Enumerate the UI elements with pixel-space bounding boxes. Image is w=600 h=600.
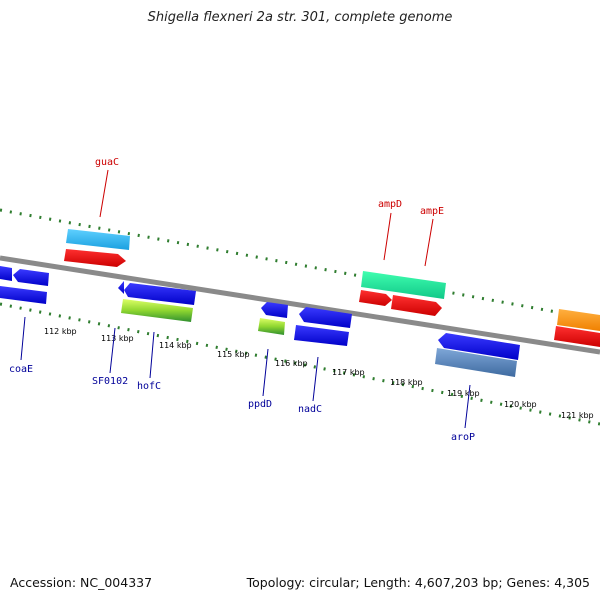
gene-arrow-coaE-b[interactable]: [0, 286, 47, 304]
accession-text: Accession: NC_004337: [10, 575, 153, 590]
gene-label-aroP[interactable]: aroP: [451, 432, 475, 443]
reverse-tick-track: [0, 302, 600, 426]
gene-arrow-left-upper[interactable]: [0, 266, 12, 281]
genome-summary-text: Topology: circular; Length: 4,607,203 bp…: [246, 575, 590, 590]
gene-arrow-guaC-red[interactable]: [64, 249, 126, 267]
label-pointer-aroP: [464, 384, 471, 429]
gene-label-coaE[interactable]: coaE: [9, 364, 33, 375]
label-pointer-guaC: [99, 169, 109, 218]
tick-label-112: 112 kbp: [44, 327, 77, 336]
label-pointer-nadC: [312, 356, 319, 402]
gene-arrow-ampD-mint[interactable]: [361, 271, 446, 299]
gene-arrow-ppdD-lime[interactable]: [258, 318, 285, 335]
tick-label-119: 119 kbp: [447, 389, 480, 398]
gene-arrow-right-red[interactable]: [554, 326, 600, 347]
gene-label-hofC[interactable]: hofC: [137, 381, 161, 392]
tick-label-113: 113 kbp: [101, 334, 134, 343]
label-pointer-coaE: [20, 316, 26, 361]
gene-arrow-nadC-b[interactable]: [294, 325, 349, 346]
gene-arrow-guaC-sky[interactable]: [66, 229, 130, 250]
gene-arrow-nadC-a[interactable]: [299, 307, 352, 328]
genome-backbone: [0, 255, 600, 355]
tick-label-115: 115 kbp: [217, 350, 250, 359]
label-pointer-ampE: [424, 218, 434, 267]
gene-arrow-hofC-lime[interactable]: [121, 299, 193, 322]
gene-arrow-ampD-red[interactable]: [359, 290, 392, 306]
tick-label-121: 121 kbp: [561, 411, 594, 420]
gene-arrow-ppdD-blue[interactable]: [261, 302, 288, 318]
gene-arrow-ampE-red[interactable]: [391, 295, 442, 316]
gene-label-ppdD[interactable]: ppdD: [248, 399, 272, 410]
gene-arrow-aroP-steel[interactable]: [435, 348, 517, 377]
gene-arrow-aroP-blue[interactable]: [438, 333, 520, 360]
gene-label-ampE[interactable]: ampE: [420, 206, 444, 217]
gene-label-SF0102[interactable]: SF0102: [92, 376, 128, 387]
label-pointer-ppdD: [262, 348, 269, 397]
tick-label-114: 114 kbp: [159, 341, 192, 350]
gene-arrow-SF0102[interactable]: [118, 281, 124, 294]
genome-title: Shigella flexneri 2a str. 301, complete …: [147, 10, 453, 25]
label-pointer-hofC: [149, 331, 155, 379]
tick-label-117: 117 kbp: [332, 368, 365, 377]
gene-label-ampD[interactable]: ampD: [378, 199, 402, 210]
gene-arrow-coaE-a[interactable]: [13, 269, 49, 286]
tick-label-118: 118 kbp: [390, 378, 423, 387]
label-pointer-ampD: [383, 212, 392, 261]
gene-arrow-hofC-blue[interactable]: [124, 283, 196, 305]
label-pointer-SF0102: [109, 327, 116, 374]
forward-tick-track: [0, 208, 600, 322]
gene-arrow-right-orange[interactable]: [557, 309, 600, 331]
tick-label-116: 116 kbp: [275, 359, 308, 368]
tick-label-120: 120 kbp: [504, 400, 537, 409]
gene-label-nadC[interactable]: nadC: [298, 404, 322, 415]
gene-label-guaC[interactable]: guaC: [95, 157, 119, 168]
